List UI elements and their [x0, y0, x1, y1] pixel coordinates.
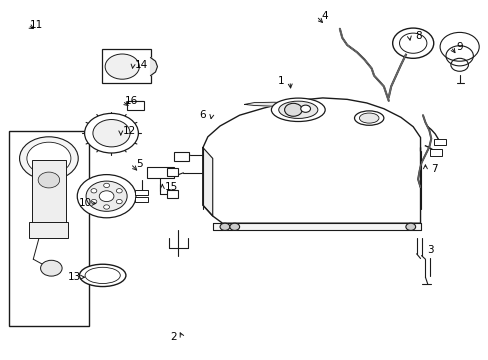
Bar — [32, 160, 66, 223]
Circle shape — [91, 189, 97, 193]
Text: 8: 8 — [414, 31, 421, 41]
Circle shape — [41, 260, 62, 276]
Bar — [146, 167, 173, 178]
Text: 4: 4 — [321, 11, 328, 21]
Polygon shape — [244, 102, 312, 106]
Circle shape — [77, 175, 136, 218]
Circle shape — [38, 172, 60, 188]
Circle shape — [27, 142, 71, 175]
Bar — [102, 49, 150, 83]
Circle shape — [84, 113, 138, 153]
Circle shape — [116, 199, 122, 204]
Circle shape — [103, 205, 109, 209]
Bar — [135, 197, 147, 202]
Bar — [127, 101, 144, 110]
Circle shape — [220, 223, 229, 230]
Bar — [433, 139, 445, 145]
Ellipse shape — [79, 264, 126, 287]
Circle shape — [91, 199, 97, 204]
Ellipse shape — [354, 111, 383, 125]
Text: 11: 11 — [30, 20, 43, 30]
Circle shape — [229, 223, 239, 230]
Bar — [429, 149, 441, 156]
Polygon shape — [212, 223, 420, 230]
Polygon shape — [203, 148, 212, 216]
Ellipse shape — [359, 113, 378, 123]
Bar — [173, 152, 189, 161]
Circle shape — [86, 181, 127, 211]
Text: 14: 14 — [135, 60, 148, 70]
Text: 5: 5 — [136, 159, 142, 169]
Ellipse shape — [278, 101, 317, 118]
Polygon shape — [203, 148, 420, 223]
Circle shape — [105, 54, 139, 79]
Circle shape — [392, 28, 433, 58]
Text: 16: 16 — [124, 96, 138, 106]
Text: 13: 13 — [67, 272, 81, 282]
Text: 12: 12 — [122, 126, 136, 136]
Text: 6: 6 — [199, 110, 206, 120]
Circle shape — [399, 33, 426, 53]
Text: 7: 7 — [430, 164, 437, 174]
Bar — [167, 190, 178, 198]
Circle shape — [300, 105, 310, 112]
Circle shape — [20, 137, 78, 180]
Bar — [29, 222, 68, 238]
Text: 3: 3 — [426, 245, 433, 255]
Ellipse shape — [85, 267, 120, 284]
Text: 10: 10 — [79, 198, 92, 208]
Ellipse shape — [271, 98, 325, 122]
Polygon shape — [203, 98, 420, 151]
Text: 9: 9 — [455, 42, 462, 52]
Circle shape — [99, 191, 114, 202]
Bar — [9, 131, 89, 326]
Circle shape — [405, 223, 415, 230]
Circle shape — [103, 183, 109, 188]
Text: 2: 2 — [170, 332, 177, 342]
Circle shape — [284, 103, 302, 116]
Text: 1: 1 — [277, 76, 284, 86]
Bar — [135, 190, 147, 195]
Text: 15: 15 — [164, 182, 178, 192]
Circle shape — [116, 189, 122, 193]
Circle shape — [93, 120, 130, 147]
Polygon shape — [150, 58, 157, 76]
Bar — [167, 168, 178, 176]
